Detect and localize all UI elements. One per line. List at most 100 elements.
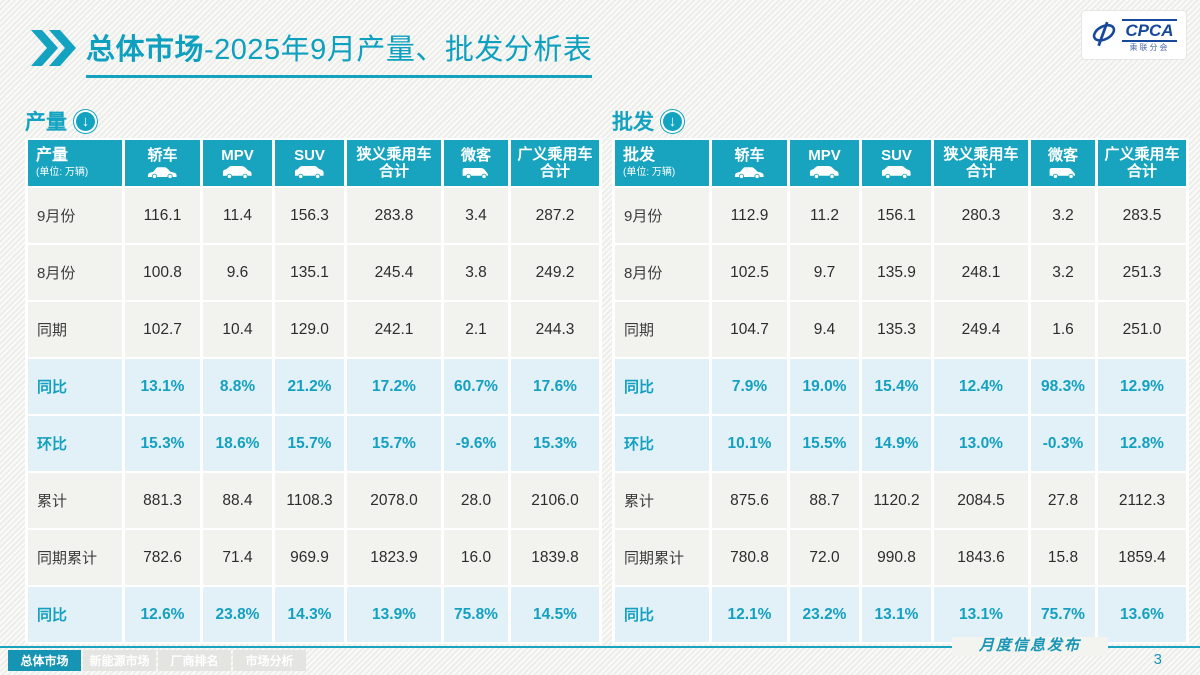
row-label: 环比 — [615, 416, 709, 471]
table-cell: 1843.6 — [934, 530, 1028, 585]
column-header: SUV — [275, 140, 344, 186]
column-header: 微客 — [1031, 140, 1095, 186]
table-cell: 15.8 — [1031, 530, 1095, 585]
wholesale-table: 批发 (单位: 万辆) 轿车 MPV SUV 狭义乘用车 合计 微客 广义乘用车 合计 9月份 1… — [612, 138, 1189, 644]
column-header-label: 微客 — [460, 147, 491, 165]
table-cell: 75.8% — [444, 587, 508, 642]
table-cell: 248.1 — [934, 245, 1028, 300]
tab-nev-market[interactable]: 新能源市场 — [83, 650, 156, 671]
table-cell: 15.3% — [511, 416, 599, 471]
tab-manufacturer-ranking[interactable]: 厂商排名 — [158, 650, 231, 671]
table-row: 环比 15.3% 18.6% 15.7% 15.7% -9.6% 15.3% — [28, 416, 599, 471]
table-cell: 249.2 — [511, 245, 599, 300]
footer-divider — [0, 646, 1200, 648]
table-row: 累计 881.3 88.4 1108.3 2078.0 28.0 2106.0 — [28, 473, 599, 528]
row-label: 环比 — [28, 416, 122, 471]
row-label: 同期 — [615, 302, 709, 357]
table-cell: 104.7 — [712, 302, 787, 357]
header-corner-cell: 产量 (单位: 万辆) — [28, 140, 122, 186]
table-cell: 12.1% — [712, 587, 787, 642]
table-cell: 102.5 — [712, 245, 787, 300]
row-label: 同期 — [28, 302, 122, 357]
table-cell: 18.6% — [203, 416, 272, 471]
table-cell: 249.4 — [934, 302, 1028, 357]
tab-market-analysis[interactable]: 市场分析 — [233, 650, 306, 671]
table-cell: 112.9 — [712, 188, 787, 243]
table-cell: 27.8 — [1031, 473, 1095, 528]
table-cell: 23.2% — [790, 587, 859, 642]
table-cell: 129.0 — [275, 302, 344, 357]
column-header: 广义乘用车 合计 — [1098, 140, 1186, 186]
table-row: 环比 10.1% 15.5% 14.9% 13.0% -0.3% 12.8% — [615, 416, 1186, 471]
table-cell: 23.8% — [203, 587, 272, 642]
table-cell: 287.2 — [511, 188, 599, 243]
table-cell: 13.9% — [347, 587, 441, 642]
table-row: 同期 104.7 9.4 135.3 249.4 1.6 251.0 — [615, 302, 1186, 357]
table-cell: 881.3 — [125, 473, 200, 528]
table-cell: 100.8 — [125, 245, 200, 300]
table-row: 同期累计 782.6 71.4 969.9 1823.9 16.0 1839.8 — [28, 530, 599, 585]
table-cell: 13.1% — [862, 587, 931, 642]
table-cell: 21.2% — [275, 359, 344, 414]
header-row: 产量 (单位: 万辆) 轿车 MPV SUV 狭义乘用车 合计 微客 广义乘用车 合计 — [28, 140, 599, 186]
table-cell: 15.7% — [275, 416, 344, 471]
table-row: 8月份 100.8 9.6 135.1 245.4 3.8 249.2 — [28, 245, 599, 300]
row-label: 9月份 — [615, 188, 709, 243]
mpv-icon — [808, 165, 841, 179]
cpca-logo-text: CPCA — [1122, 18, 1177, 42]
table-cell: 3.4 — [444, 188, 508, 243]
table-cell: 990.8 — [862, 530, 931, 585]
double-chevron-icon — [31, 30, 76, 66]
table-cell: 60.7% — [444, 359, 508, 414]
row-label: 同期累计 — [615, 530, 709, 585]
table-cell: 15.7% — [347, 416, 441, 471]
table-cell: 12.6% — [125, 587, 200, 642]
table-cell: 135.1 — [275, 245, 344, 300]
circle-down-arrow-icon: ↓ — [661, 109, 684, 133]
table-cell: 3.2 — [1031, 245, 1095, 300]
table-cell: 11.2 — [790, 188, 859, 243]
microvan-icon — [1047, 166, 1080, 179]
table-cell: 14.9% — [862, 416, 931, 471]
table-cell: 28.0 — [444, 473, 508, 528]
table-cell: 98.3% — [1031, 359, 1095, 414]
table-cell: 15.4% — [862, 359, 931, 414]
table-cell: 2106.0 — [511, 473, 599, 528]
footer-tabs: 总体市场 新能源市场 厂商排名 市场分析 — [8, 650, 306, 671]
table-cell: 1120.2 — [862, 473, 931, 528]
table-cell: 16.0 — [444, 530, 508, 585]
row-label: 同比 — [28, 359, 122, 414]
column-header-label: MPV — [808, 147, 841, 165]
table-cell: 116.1 — [125, 188, 200, 243]
table-cell: 75.7% — [1031, 587, 1095, 642]
table-cell: 2.1 — [444, 302, 508, 357]
column-header-label: 狭义乘用车 合计 — [356, 145, 432, 180]
column-header: 轿车 — [125, 140, 200, 186]
column-header-label: 微客 — [1047, 147, 1078, 165]
table-cell: 14.3% — [275, 587, 344, 642]
table-cell: 13.1% — [934, 587, 1028, 642]
title-row: 总体市场-2025年9月产量、批发分析表 — [30, 24, 593, 78]
section-header: 产量 ↓ — [25, 106, 602, 136]
table-cell: 15.3% — [125, 416, 200, 471]
tab-overall-market[interactable]: 总体市场 — [8, 650, 81, 671]
table-cell: 7.9% — [712, 359, 787, 414]
column-header: 微客 — [444, 140, 508, 186]
table-cell: 283.5 — [1098, 188, 1186, 243]
column-header-label: 广义乘用车 合计 — [1104, 145, 1180, 180]
table-cell: 2084.5 — [934, 473, 1028, 528]
row-label: 8月份 — [28, 245, 122, 300]
row-label: 同比 — [28, 587, 122, 642]
table-cell: 17.6% — [511, 359, 599, 414]
sedan-icon — [146, 166, 179, 179]
row-label: 累计 — [615, 473, 709, 528]
table-cell: 969.9 — [275, 530, 344, 585]
page-title-bold: 总体市场 — [86, 34, 205, 66]
row-label: 累计 — [28, 473, 122, 528]
column-header: MPV — [203, 140, 272, 186]
table-cell: 10.4 — [203, 302, 272, 357]
cpca-logo: CPCA 乘联分会 — [1082, 11, 1186, 59]
column-header-label: 轿车 — [147, 147, 178, 165]
table-cell: 242.1 — [347, 302, 441, 357]
